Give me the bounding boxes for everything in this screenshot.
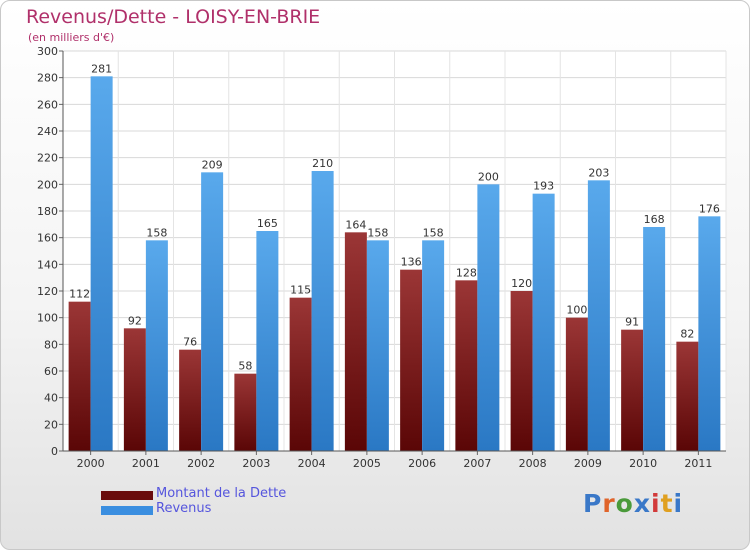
y-tick-label: 40 <box>44 392 58 405</box>
bar-dette <box>455 280 478 451</box>
bar-revenus <box>587 180 610 452</box>
y-tick-label: 260 <box>37 98 58 111</box>
data-label: 193 <box>533 180 554 193</box>
data-label: 210 <box>312 157 333 170</box>
y-tick-label: 60 <box>44 365 58 378</box>
data-label: 91 <box>625 316 639 329</box>
x-tick-label: 2008 <box>519 457 547 470</box>
data-label: 158 <box>146 226 167 239</box>
bar-revenus <box>698 216 721 451</box>
y-tick-label: 220 <box>37 152 58 165</box>
bar-dette <box>68 301 91 451</box>
y-tick-label: 300 <box>37 45 58 58</box>
data-label: 165 <box>257 217 278 230</box>
bar-dette <box>179 349 202 451</box>
bar-dette <box>400 269 423 451</box>
bar-revenus <box>422 240 445 451</box>
bar-dette <box>565 317 588 451</box>
bar-revenus <box>145 240 168 451</box>
data-label: 76 <box>183 336 197 349</box>
y-tick-label: 140 <box>37 258 58 271</box>
chart-subtitle: (en milliers d'€) <box>28 31 115 44</box>
x-tick-label: 2006 <box>408 457 436 470</box>
data-label: 158 <box>367 226 388 239</box>
x-tick-label: 2002 <box>187 457 215 470</box>
y-tick-label: 0 <box>51 445 58 458</box>
legend-label-dette: Montant de la Dette <box>156 486 287 501</box>
y-tick-label: 80 <box>44 338 58 351</box>
data-label: 158 <box>423 226 444 239</box>
x-tick-label: 2011 <box>684 457 712 470</box>
data-label: 209 <box>202 158 223 171</box>
bar-dette <box>123 328 146 451</box>
bar-revenus <box>366 240 389 451</box>
bar-dette <box>344 232 367 451</box>
data-label: 100 <box>566 304 587 317</box>
x-tick-label: 2003 <box>242 457 270 470</box>
y-tick-label: 180 <box>37 205 58 218</box>
legend-swatch-dette <box>101 491 153 500</box>
logo-letter: i <box>673 489 684 518</box>
bar-revenus <box>477 184 500 452</box>
logo-letter: i <box>651 489 661 518</box>
data-label: 136 <box>401 256 422 269</box>
x-tick-label: 2004 <box>298 457 326 470</box>
logo-letter: o <box>615 489 634 518</box>
data-label: 82 <box>680 328 694 341</box>
logo-letter: r <box>602 489 616 518</box>
bar-dette <box>621 329 644 451</box>
y-tick-label: 20 <box>44 418 58 431</box>
x-tick-label: 2000 <box>77 457 105 470</box>
legend-label-revenus: Revenus <box>156 501 212 516</box>
data-label: 200 <box>478 170 499 183</box>
proxiti-logo: Proxiti <box>583 489 683 518</box>
x-tick-label: 2005 <box>353 457 381 470</box>
y-tick-label: 160 <box>37 232 58 245</box>
bar-revenus <box>201 172 224 452</box>
logo-letter: t <box>660 489 674 518</box>
x-tick-label: 2009 <box>574 457 602 470</box>
data-label: 176 <box>699 202 720 215</box>
bar-dette <box>510 291 533 451</box>
bar-dette <box>676 341 699 451</box>
logo-letter: P <box>583 489 603 518</box>
bar-dette <box>289 297 312 451</box>
data-label: 128 <box>456 266 477 279</box>
bar-revenus <box>311 171 334 451</box>
data-label: 92 <box>128 314 142 327</box>
data-label: 203 <box>588 166 609 179</box>
legend-swatch-revenus <box>101 506 153 515</box>
data-label: 281 <box>91 62 112 75</box>
bar-revenus <box>532 193 555 451</box>
y-tick-label: 200 <box>37 178 58 191</box>
x-tick-label: 2010 <box>629 457 657 470</box>
y-tick-label: 240 <box>37 125 58 138</box>
data-label: 58 <box>238 360 252 373</box>
bar-revenus <box>643 227 666 451</box>
x-tick-label: 2007 <box>463 457 491 470</box>
y-tick-label: 120 <box>37 285 58 298</box>
bar-dette <box>234 373 257 451</box>
bar-revenus <box>256 231 279 451</box>
data-label: 112 <box>69 288 90 301</box>
bar-revenus <box>90 76 113 451</box>
logo-letter: x <box>633 489 651 518</box>
y-tick-label: 280 <box>37 72 58 85</box>
data-label: 168 <box>644 213 665 226</box>
data-label: 120 <box>511 277 532 290</box>
x-tick-label: 2001 <box>132 457 160 470</box>
data-label: 115 <box>290 284 311 297</box>
chart-title: Revenus/Dette - LOISY-EN-BRIE <box>26 6 321 28</box>
y-tick-label: 100 <box>37 312 58 325</box>
data-label: 164 <box>345 218 366 231</box>
